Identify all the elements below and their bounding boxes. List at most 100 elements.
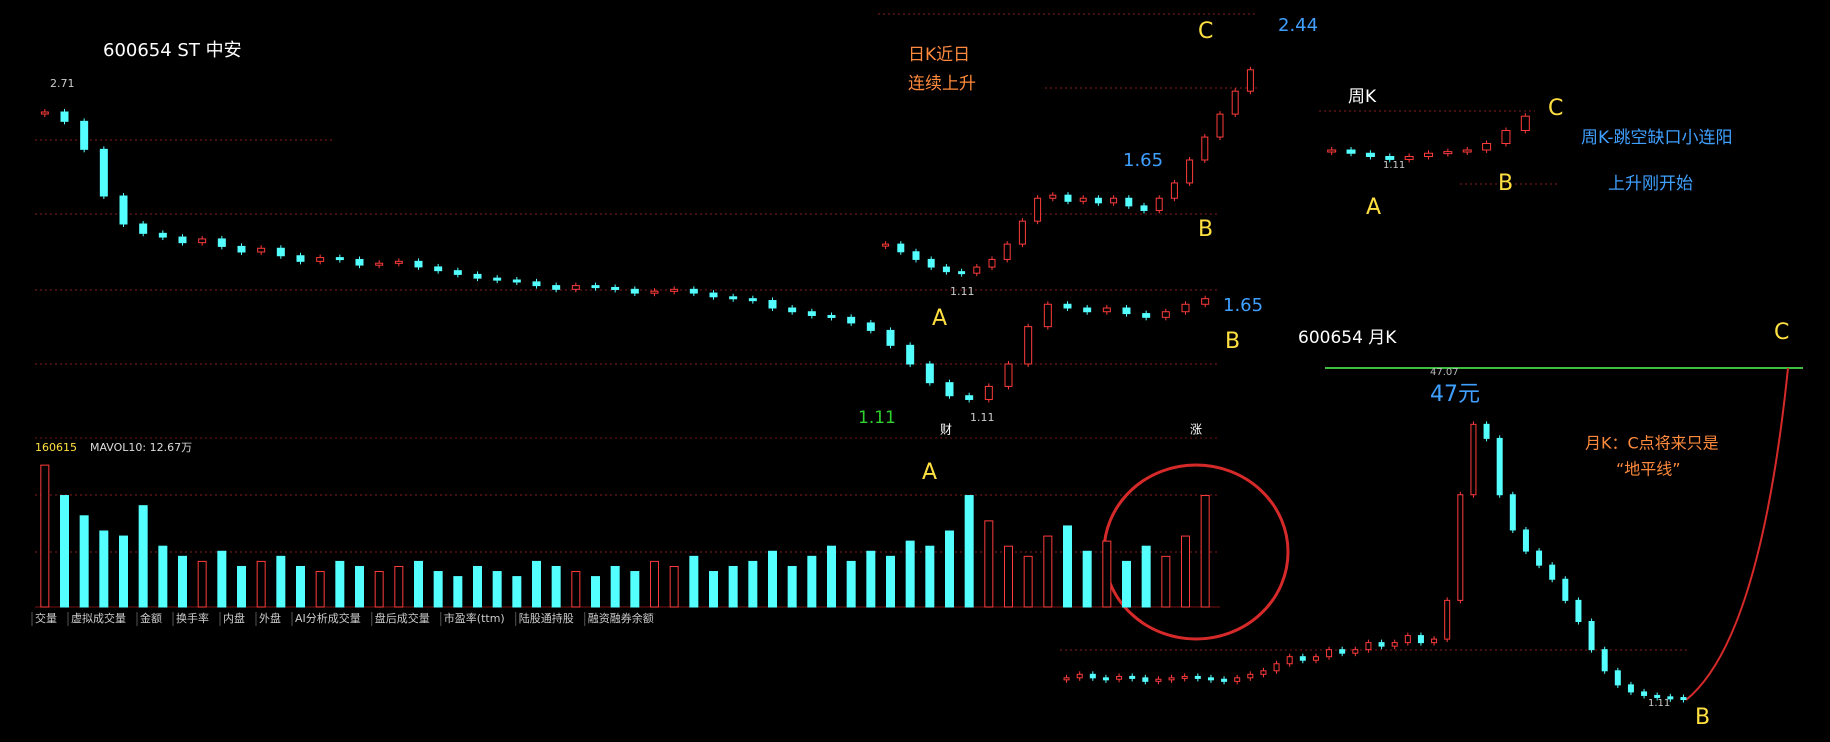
candle (1083, 307, 1092, 313)
candle (1170, 182, 1178, 199)
candle (650, 290, 659, 294)
volume-bar (728, 565, 738, 608)
candle (1299, 656, 1306, 661)
volume-bar (99, 530, 109, 608)
candle (709, 292, 718, 298)
candle (1483, 423, 1490, 439)
volume-bar (669, 565, 679, 608)
marker: 财 (940, 423, 952, 437)
candle (1063, 303, 1072, 309)
note: 月K：C点将来只是 (1585, 434, 1719, 453)
point-label: B (1498, 171, 1513, 196)
candle (217, 238, 226, 247)
note: 上升刚开始 (1608, 174, 1693, 194)
candle (807, 311, 816, 316)
tab: 虚拟成交量 (71, 611, 126, 625)
candle (748, 298, 757, 302)
candle (375, 262, 384, 266)
candle (1043, 303, 1052, 328)
price-label: 1.11 (970, 411, 995, 424)
candle (1049, 194, 1057, 199)
candle (1352, 649, 1359, 654)
candle (198, 238, 207, 244)
volume-bar (1102, 540, 1112, 608)
candle (1201, 136, 1209, 161)
candle (1536, 550, 1543, 566)
candle (1575, 599, 1582, 622)
volume-bar (60, 495, 69, 608)
candle (571, 285, 580, 290)
volume-bar (1141, 545, 1151, 608)
volume-bar (1082, 550, 1092, 608)
candle (965, 395, 974, 400)
volume-bar (768, 550, 777, 608)
price-label: 1.11 (1648, 698, 1670, 709)
price-label: 1.65 (1223, 295, 1263, 316)
volume-bar (217, 550, 227, 608)
candle (532, 281, 541, 287)
volume-bar (1161, 555, 1171, 608)
candle (1482, 143, 1492, 151)
volume-bar (1063, 525, 1072, 608)
candle (1443, 151, 1453, 155)
candle (988, 258, 996, 268)
candle (40, 111, 49, 115)
candle (276, 247, 285, 257)
candle (257, 247, 266, 253)
volume-bar (787, 565, 797, 608)
volume-bar (591, 576, 600, 608)
volume-bar (473, 565, 482, 608)
candle (1194, 675, 1201, 679)
candle (1417, 635, 1424, 644)
candle (1234, 677, 1241, 682)
candle (512, 279, 521, 283)
candle (945, 382, 954, 397)
volume-bar (748, 560, 758, 608)
price-note: 47元 (1430, 382, 1480, 407)
candle (1024, 326, 1033, 365)
candle (670, 288, 679, 292)
price-label: 1.11 (950, 285, 975, 298)
tab: 市盈率(ttm) (444, 611, 505, 625)
candle (1122, 307, 1131, 315)
volume-bar (158, 545, 168, 608)
tab: 交量 (35, 611, 57, 625)
candle (139, 223, 148, 234)
candle (1094, 197, 1102, 204)
volume-bar (433, 571, 443, 608)
candle (847, 316, 856, 324)
candle (316, 257, 325, 262)
candle (60, 111, 69, 122)
volume-bar (532, 560, 541, 608)
volume-bar (610, 565, 620, 608)
candle (355, 258, 364, 266)
candle (1246, 69, 1254, 92)
candle (1496, 437, 1503, 496)
tab: 盘后成交量 (375, 611, 430, 625)
tab: 金额 (140, 611, 162, 625)
volume-bar (178, 555, 187, 608)
candle (1365, 642, 1372, 651)
candle (1501, 130, 1511, 144)
candle (866, 322, 875, 331)
candle (1627, 684, 1634, 693)
candle (1155, 678, 1162, 682)
volume-bar (414, 560, 423, 608)
candle (1221, 678, 1228, 682)
candle (1312, 656, 1319, 661)
volume-bar (689, 555, 699, 608)
candle (1404, 635, 1411, 644)
candle (1142, 313, 1151, 318)
volume-bar (945, 530, 954, 608)
candle (984, 385, 993, 400)
price-label: 47.07 (1430, 367, 1459, 378)
volume-bar (964, 495, 974, 608)
candle (237, 245, 246, 253)
volume-bar (394, 565, 404, 608)
candle (1201, 298, 1210, 305)
volume-bar (886, 555, 895, 608)
price-label: 1.11 (858, 408, 896, 428)
candle (414, 260, 423, 268)
tab: 陆股通持股 (519, 611, 574, 625)
candle (1404, 156, 1414, 160)
